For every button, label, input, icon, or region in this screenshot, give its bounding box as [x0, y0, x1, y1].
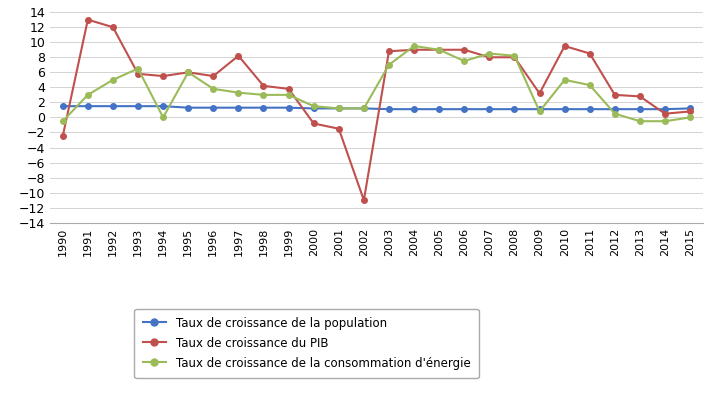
Taux de croissance de la population [360, 106, 369, 111]
Taux de croissance du PIB [460, 47, 469, 52]
Taux de croissance du PIB [159, 74, 168, 79]
Taux de croissance de la consommation d'énergie [184, 70, 193, 75]
Taux de croissance de la consommation d'énergie [435, 47, 444, 52]
Taux de croissance du PIB [209, 74, 218, 79]
Taux de croissance de la consommation d'énergie [661, 119, 670, 124]
Taux de croissance du PIB [485, 55, 494, 60]
Taux de croissance du PIB [561, 44, 569, 49]
Taux de croissance de la consommation d'énergie [209, 86, 218, 91]
Taux de croissance du PIB [511, 55, 519, 60]
Legend: Taux de croissance de la population, Taux de croissance du PIB, Taux de croissan: Taux de croissance de la population, Tau… [134, 309, 479, 378]
Taux de croissance de la population [109, 104, 118, 109]
Taux de croissance du PIB [435, 47, 444, 52]
Taux de croissance de la population [209, 105, 218, 110]
Taux de croissance de la consommation d'énergie [310, 104, 318, 109]
Taux de croissance du PIB [360, 198, 369, 202]
Taux de croissance de la population [460, 107, 469, 112]
Taux de croissance de la population [561, 107, 569, 112]
Taux de croissance de la consommation d'énergie [536, 109, 544, 114]
Taux de croissance de la population [435, 107, 444, 112]
Taux de croissance de la consommation d'énergie [561, 77, 569, 82]
Taux de croissance de la consommation d'énergie [410, 44, 419, 49]
Taux de croissance de la population [636, 107, 645, 112]
Taux de croissance de la population [310, 106, 318, 111]
Taux de croissance de la consommation d'énergie [59, 119, 67, 124]
Taux de croissance du PIB [410, 47, 419, 52]
Taux de croissance du PIB [536, 91, 544, 96]
Taux de croissance de la consommation d'énergie [385, 62, 394, 67]
Taux de croissance de la population [661, 107, 670, 112]
Taux de croissance du PIB [686, 109, 695, 114]
Taux de croissance de la population [511, 107, 519, 112]
Taux de croissance de la consommation d'énergie [84, 92, 92, 97]
Taux de croissance du PIB [385, 49, 394, 54]
Taux de croissance de la consommation d'énergie [611, 111, 619, 116]
Taux de croissance du PIB [109, 25, 118, 30]
Taux de croissance de la consommation d'énergie [485, 51, 494, 56]
Taux de croissance du PIB [184, 70, 193, 75]
Taux de croissance du PIB [335, 126, 343, 131]
Taux de croissance de la population [611, 107, 619, 112]
Taux de croissance de la population [410, 107, 419, 112]
Taux de croissance du PIB [661, 111, 670, 116]
Taux de croissance de la consommation d'énergie [460, 59, 469, 64]
Taux de croissance du PIB [586, 51, 594, 56]
Taux de croissance de la consommation d'énergie [234, 90, 243, 95]
Taux de croissance de la consommation d'énergie [360, 106, 369, 111]
Taux de croissance du PIB [84, 17, 92, 22]
Taux de croissance de la consommation d'énergie [109, 77, 118, 82]
Taux de croissance du PIB [134, 71, 143, 76]
Taux de croissance de la consommation d'énergie [159, 115, 168, 120]
Line: Taux de croissance du PIB: Taux de croissance du PIB [60, 17, 693, 203]
Taux de croissance de la consommation d'énergie [134, 66, 143, 71]
Taux de croissance de la consommation d'énergie [586, 83, 594, 87]
Taux de croissance de la population [385, 107, 394, 112]
Taux de croissance du PIB [636, 94, 645, 99]
Taux de croissance de la consommation d'énergie [285, 92, 293, 97]
Taux de croissance de la population [260, 105, 268, 110]
Taux de croissance du PIB [285, 86, 293, 91]
Taux de croissance de la consommation d'énergie [335, 106, 343, 111]
Line: Taux de croissance de la consommation d'énergie: Taux de croissance de la consommation d'… [60, 43, 693, 124]
Taux de croissance de la population [134, 104, 143, 109]
Taux de croissance de la population [536, 107, 544, 112]
Taux de croissance de la population [234, 105, 243, 110]
Taux de croissance de la population [485, 107, 494, 112]
Taux de croissance de la population [586, 107, 594, 112]
Taux de croissance de la population [335, 106, 343, 111]
Taux de croissance de la consommation d'énergie [636, 119, 645, 124]
Taux de croissance de la population [159, 104, 168, 109]
Taux de croissance de la population [285, 105, 293, 110]
Taux de croissance du PIB [234, 53, 243, 58]
Taux de croissance de la consommation d'énergie [686, 115, 695, 120]
Taux de croissance de la population [184, 105, 193, 110]
Taux de croissance du PIB [310, 121, 318, 126]
Taux de croissance de la population [84, 104, 92, 109]
Taux de croissance du PIB [611, 92, 619, 97]
Taux de croissance de la consommation d'énergie [511, 53, 519, 58]
Line: Taux de croissance de la population: Taux de croissance de la population [60, 103, 693, 112]
Taux de croissance de la population [686, 106, 695, 111]
Taux de croissance du PIB [59, 134, 67, 139]
Taux de croissance de la consommation d'énergie [260, 92, 268, 97]
Taux de croissance de la population [59, 104, 67, 109]
Taux de croissance du PIB [260, 83, 268, 88]
